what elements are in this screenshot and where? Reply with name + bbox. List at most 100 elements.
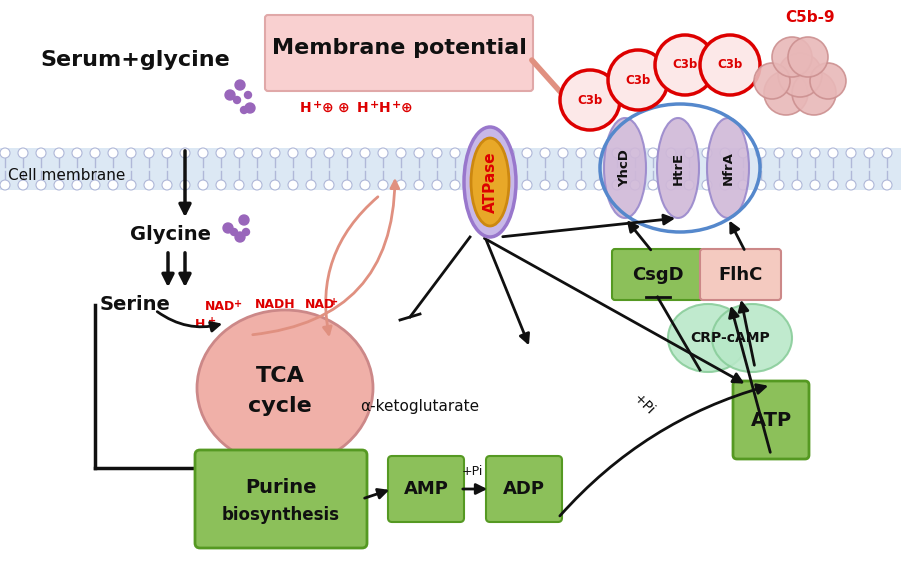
Circle shape bbox=[594, 148, 604, 158]
Text: H: H bbox=[357, 101, 369, 115]
Circle shape bbox=[648, 180, 658, 190]
Text: C3b: C3b bbox=[578, 93, 603, 107]
Circle shape bbox=[90, 148, 100, 158]
Circle shape bbox=[684, 148, 694, 158]
Circle shape bbox=[378, 148, 388, 158]
Circle shape bbox=[882, 148, 892, 158]
Text: H: H bbox=[379, 101, 391, 115]
Circle shape bbox=[540, 148, 550, 158]
Text: TCA: TCA bbox=[256, 366, 305, 386]
Text: H: H bbox=[300, 101, 312, 115]
Text: Glycine: Glycine bbox=[130, 226, 211, 244]
Circle shape bbox=[864, 180, 874, 190]
Circle shape bbox=[666, 148, 676, 158]
Text: HtrE: HtrE bbox=[671, 152, 685, 185]
Text: NAD: NAD bbox=[305, 298, 335, 311]
Circle shape bbox=[810, 148, 820, 158]
Circle shape bbox=[126, 148, 136, 158]
Circle shape bbox=[576, 180, 586, 190]
Circle shape bbox=[612, 148, 622, 158]
Circle shape bbox=[198, 148, 208, 158]
Circle shape bbox=[700, 35, 760, 95]
Circle shape bbox=[306, 180, 316, 190]
Circle shape bbox=[648, 148, 658, 158]
Circle shape bbox=[396, 180, 406, 190]
Circle shape bbox=[198, 180, 208, 190]
Text: +: + bbox=[234, 299, 242, 309]
Circle shape bbox=[450, 180, 460, 190]
FancyBboxPatch shape bbox=[612, 249, 703, 300]
Circle shape bbox=[630, 148, 640, 158]
Circle shape bbox=[828, 180, 838, 190]
Circle shape bbox=[216, 180, 226, 190]
Text: NAD: NAD bbox=[205, 300, 235, 313]
Text: Cell membrane: Cell membrane bbox=[8, 167, 125, 182]
Circle shape bbox=[342, 148, 352, 158]
Ellipse shape bbox=[810, 63, 846, 99]
Ellipse shape bbox=[657, 118, 699, 218]
Circle shape bbox=[846, 180, 856, 190]
Ellipse shape bbox=[707, 118, 749, 218]
Circle shape bbox=[54, 148, 64, 158]
FancyBboxPatch shape bbox=[486, 456, 562, 522]
Text: +: + bbox=[313, 100, 323, 110]
Circle shape bbox=[558, 148, 568, 158]
Text: Serine: Serine bbox=[100, 296, 171, 314]
Circle shape bbox=[126, 180, 136, 190]
Circle shape bbox=[846, 148, 856, 158]
Circle shape bbox=[18, 180, 28, 190]
Circle shape bbox=[180, 180, 190, 190]
Circle shape bbox=[774, 180, 784, 190]
Circle shape bbox=[702, 180, 712, 190]
Ellipse shape bbox=[471, 138, 509, 226]
Circle shape bbox=[231, 229, 238, 236]
Text: YhcD: YhcD bbox=[618, 149, 632, 187]
Circle shape bbox=[245, 103, 255, 113]
FancyBboxPatch shape bbox=[195, 450, 367, 548]
FancyBboxPatch shape bbox=[733, 381, 809, 459]
Text: AMP: AMP bbox=[404, 480, 449, 498]
Ellipse shape bbox=[668, 304, 748, 372]
Ellipse shape bbox=[772, 37, 812, 77]
Circle shape bbox=[36, 148, 46, 158]
Circle shape bbox=[504, 148, 514, 158]
Circle shape bbox=[720, 148, 730, 158]
Circle shape bbox=[630, 180, 640, 190]
Ellipse shape bbox=[764, 71, 808, 115]
FancyBboxPatch shape bbox=[265, 15, 533, 91]
Circle shape bbox=[223, 223, 233, 233]
Circle shape bbox=[756, 180, 766, 190]
Circle shape bbox=[655, 35, 715, 95]
Circle shape bbox=[882, 180, 892, 190]
Circle shape bbox=[612, 180, 622, 190]
Circle shape bbox=[0, 148, 10, 158]
Circle shape bbox=[702, 148, 712, 158]
Circle shape bbox=[242, 229, 250, 236]
Ellipse shape bbox=[604, 118, 646, 218]
Circle shape bbox=[288, 148, 298, 158]
Circle shape bbox=[0, 180, 10, 190]
Text: cycle: cycle bbox=[248, 396, 312, 416]
Circle shape bbox=[233, 97, 241, 104]
Circle shape bbox=[252, 148, 262, 158]
Circle shape bbox=[239, 215, 249, 225]
Circle shape bbox=[432, 148, 442, 158]
Text: ATPase: ATPase bbox=[483, 151, 497, 213]
Circle shape bbox=[360, 148, 370, 158]
Circle shape bbox=[684, 180, 694, 190]
Circle shape bbox=[241, 107, 248, 114]
Circle shape bbox=[468, 148, 478, 158]
Circle shape bbox=[522, 148, 532, 158]
Text: NfrA: NfrA bbox=[722, 151, 734, 185]
Circle shape bbox=[252, 180, 262, 190]
Text: +Pi: +Pi bbox=[630, 391, 657, 418]
Text: ⊕: ⊕ bbox=[401, 101, 413, 115]
Circle shape bbox=[162, 180, 172, 190]
Circle shape bbox=[594, 180, 604, 190]
FancyBboxPatch shape bbox=[700, 249, 781, 300]
Circle shape bbox=[288, 180, 298, 190]
Ellipse shape bbox=[788, 37, 828, 77]
Circle shape bbox=[560, 70, 620, 130]
Circle shape bbox=[486, 148, 496, 158]
Text: +: + bbox=[370, 100, 379, 110]
